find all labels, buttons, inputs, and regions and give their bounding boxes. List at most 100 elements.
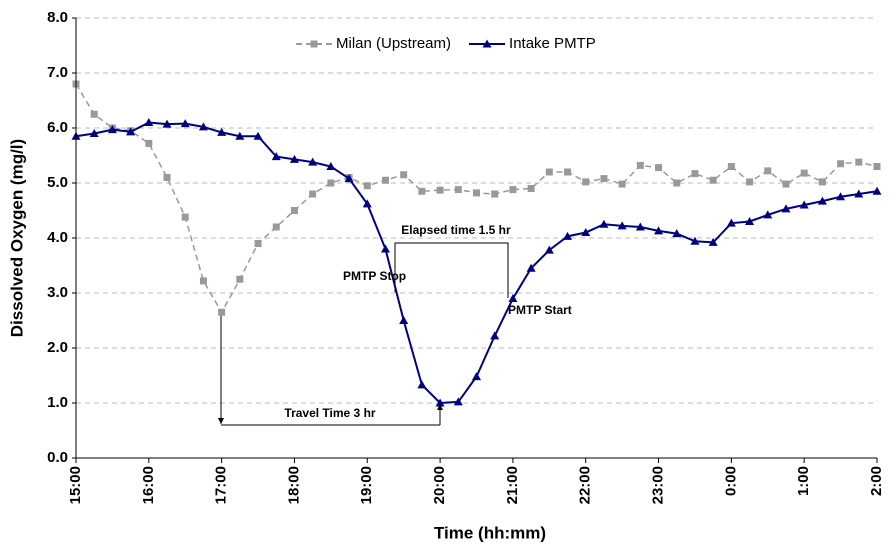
annotation-lines xyxy=(218,242,509,426)
marker xyxy=(782,180,790,188)
marker xyxy=(180,119,190,128)
marker xyxy=(581,228,591,236)
y-tick-label: 1.0 xyxy=(47,394,68,411)
marker xyxy=(527,185,535,192)
x-tick-label: 19:00 xyxy=(358,466,375,504)
marker xyxy=(290,207,298,214)
series-line xyxy=(75,121,878,405)
marker xyxy=(873,163,881,170)
x-tick-label: 17:00 xyxy=(213,466,230,504)
legend-marker xyxy=(310,40,318,48)
marker xyxy=(837,160,845,168)
marker xyxy=(418,187,426,195)
marker xyxy=(181,213,189,221)
marker xyxy=(690,236,700,245)
y-tick-label: 3.0 xyxy=(47,284,68,301)
marker xyxy=(746,178,754,186)
marker xyxy=(435,398,445,407)
legend-marker xyxy=(482,39,492,48)
x-tick-label: 1:00 xyxy=(795,466,812,496)
marker xyxy=(235,131,245,140)
series-line xyxy=(75,83,878,314)
y-axis-label: Dissolved Oxygen (mg/l) xyxy=(7,139,26,337)
marker xyxy=(582,178,590,186)
marker xyxy=(727,163,735,170)
x-tick-label: 18:00 xyxy=(285,466,302,504)
marker xyxy=(308,157,318,166)
marker xyxy=(144,118,154,126)
marker xyxy=(107,125,117,134)
y-tick-label: 7.0 xyxy=(47,64,68,81)
marker xyxy=(380,244,390,253)
marker xyxy=(544,245,554,254)
marker xyxy=(436,186,444,194)
x-tick-label: 0:00 xyxy=(722,466,739,496)
marker xyxy=(564,168,572,176)
marker xyxy=(217,127,227,136)
y-tick-label: 4.0 xyxy=(47,229,68,246)
y-tick-label: 2.0 xyxy=(47,339,68,356)
marker xyxy=(599,219,609,228)
marker xyxy=(472,372,481,381)
marker xyxy=(709,176,717,184)
x-tick-label: 15:00 xyxy=(67,466,84,504)
marker xyxy=(473,189,480,197)
marker xyxy=(362,199,372,208)
annotation: PMTP Start xyxy=(508,303,572,317)
marker xyxy=(654,226,664,235)
x-tick-label: 2:00 xyxy=(868,466,885,496)
y-tick-label: 0.0 xyxy=(47,449,68,466)
marker xyxy=(490,331,500,340)
marker xyxy=(781,204,791,213)
marker xyxy=(600,175,608,183)
marker xyxy=(399,316,409,324)
marker xyxy=(635,222,645,231)
marker xyxy=(381,176,389,184)
legend-label: Milan (Upstream) xyxy=(336,35,451,52)
marker xyxy=(145,139,153,147)
marker xyxy=(309,190,317,198)
marker xyxy=(254,240,262,247)
annotation: Elapsed time 1.5 hr xyxy=(401,223,511,237)
marker xyxy=(344,174,354,183)
y-tick-label: 8.0 xyxy=(47,9,68,26)
marker xyxy=(218,308,226,316)
y-tick-label: 5.0 xyxy=(47,174,68,191)
marker xyxy=(672,229,682,238)
marker xyxy=(271,152,281,161)
marker xyxy=(89,129,99,137)
marker xyxy=(327,179,335,187)
marker xyxy=(800,169,808,177)
marker xyxy=(126,127,136,136)
marker xyxy=(289,154,299,163)
marker xyxy=(363,182,371,190)
marker xyxy=(817,196,827,205)
marker xyxy=(545,168,553,176)
marker xyxy=(163,174,171,181)
marker xyxy=(508,294,518,302)
marker xyxy=(162,119,172,128)
marker xyxy=(763,210,773,219)
marker xyxy=(417,380,427,389)
marker xyxy=(673,179,681,187)
marker xyxy=(272,223,280,231)
marker xyxy=(617,221,627,230)
marker xyxy=(836,192,846,201)
marker xyxy=(198,122,208,131)
legend-label: Intake PMTP xyxy=(509,35,596,52)
marker xyxy=(90,110,98,118)
marker xyxy=(745,217,755,225)
marker xyxy=(799,200,809,209)
x-tick-label: 20:00 xyxy=(431,466,448,504)
marker xyxy=(691,170,699,178)
y-tick-label: 6.0 xyxy=(47,119,68,136)
annotation: PMTP Stop xyxy=(343,269,406,283)
x-tick-label: 23:00 xyxy=(650,466,667,504)
marker xyxy=(491,190,499,198)
marker xyxy=(854,189,864,198)
marker xyxy=(199,277,207,285)
marker xyxy=(236,275,244,283)
marker xyxy=(872,186,882,195)
marker xyxy=(526,263,536,272)
